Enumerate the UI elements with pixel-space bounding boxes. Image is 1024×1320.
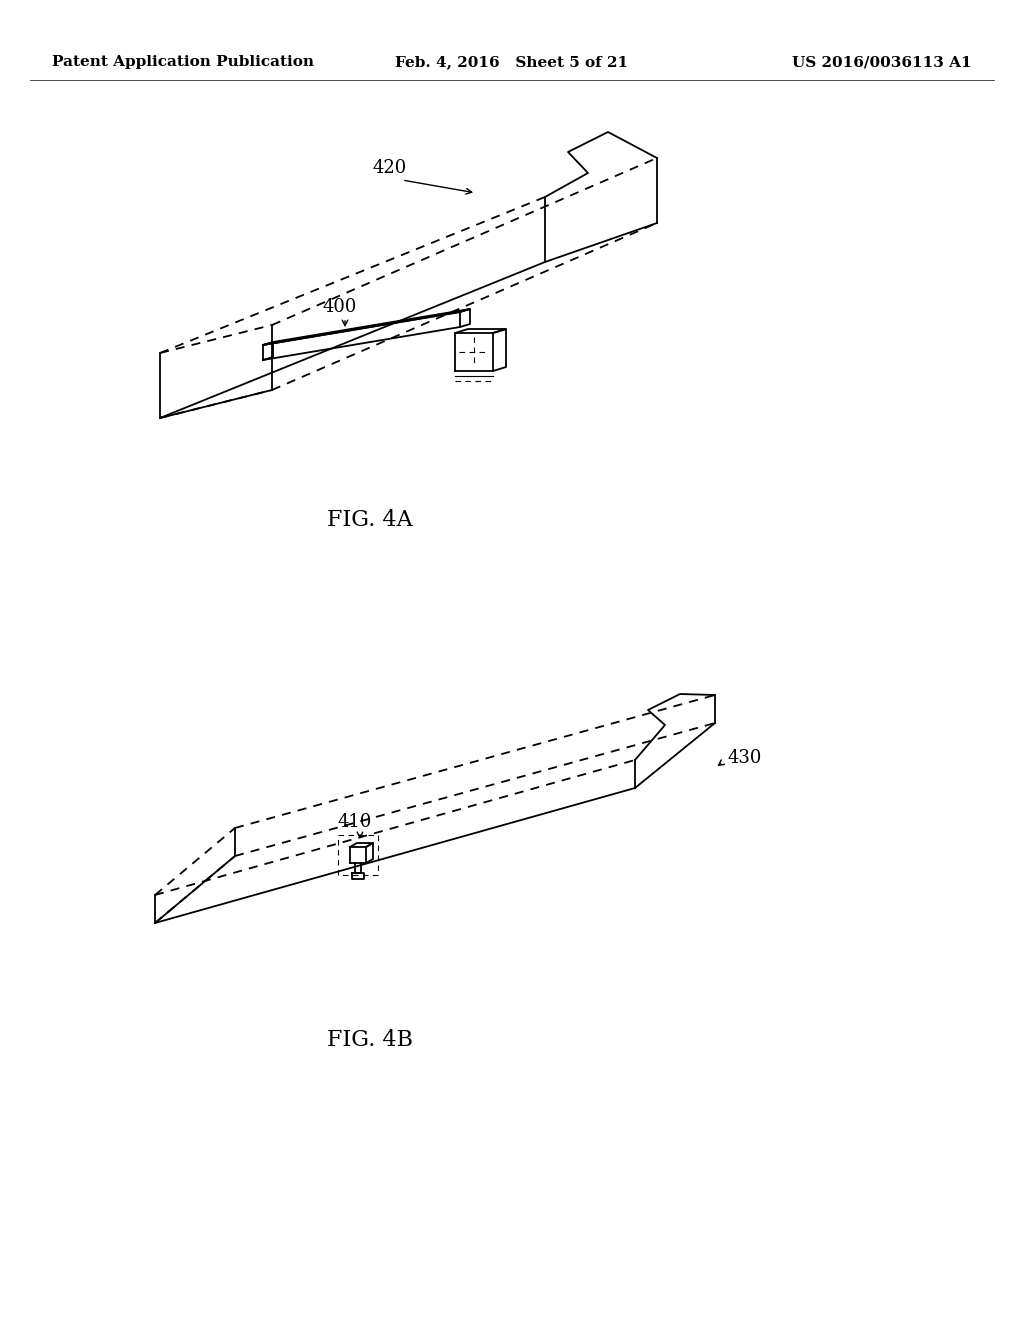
Text: 410: 410 [338,813,372,832]
Text: Patent Application Publication: Patent Application Publication [52,55,314,69]
Text: Feb. 4, 2016   Sheet 5 of 21: Feb. 4, 2016 Sheet 5 of 21 [395,55,629,69]
Text: FIG. 4B: FIG. 4B [327,1030,413,1051]
Text: 430: 430 [728,748,763,767]
Text: US 2016/0036113 A1: US 2016/0036113 A1 [793,55,972,69]
Text: 420: 420 [373,158,408,177]
Text: 400: 400 [323,298,357,315]
Text: FIG. 4A: FIG. 4A [328,510,413,531]
